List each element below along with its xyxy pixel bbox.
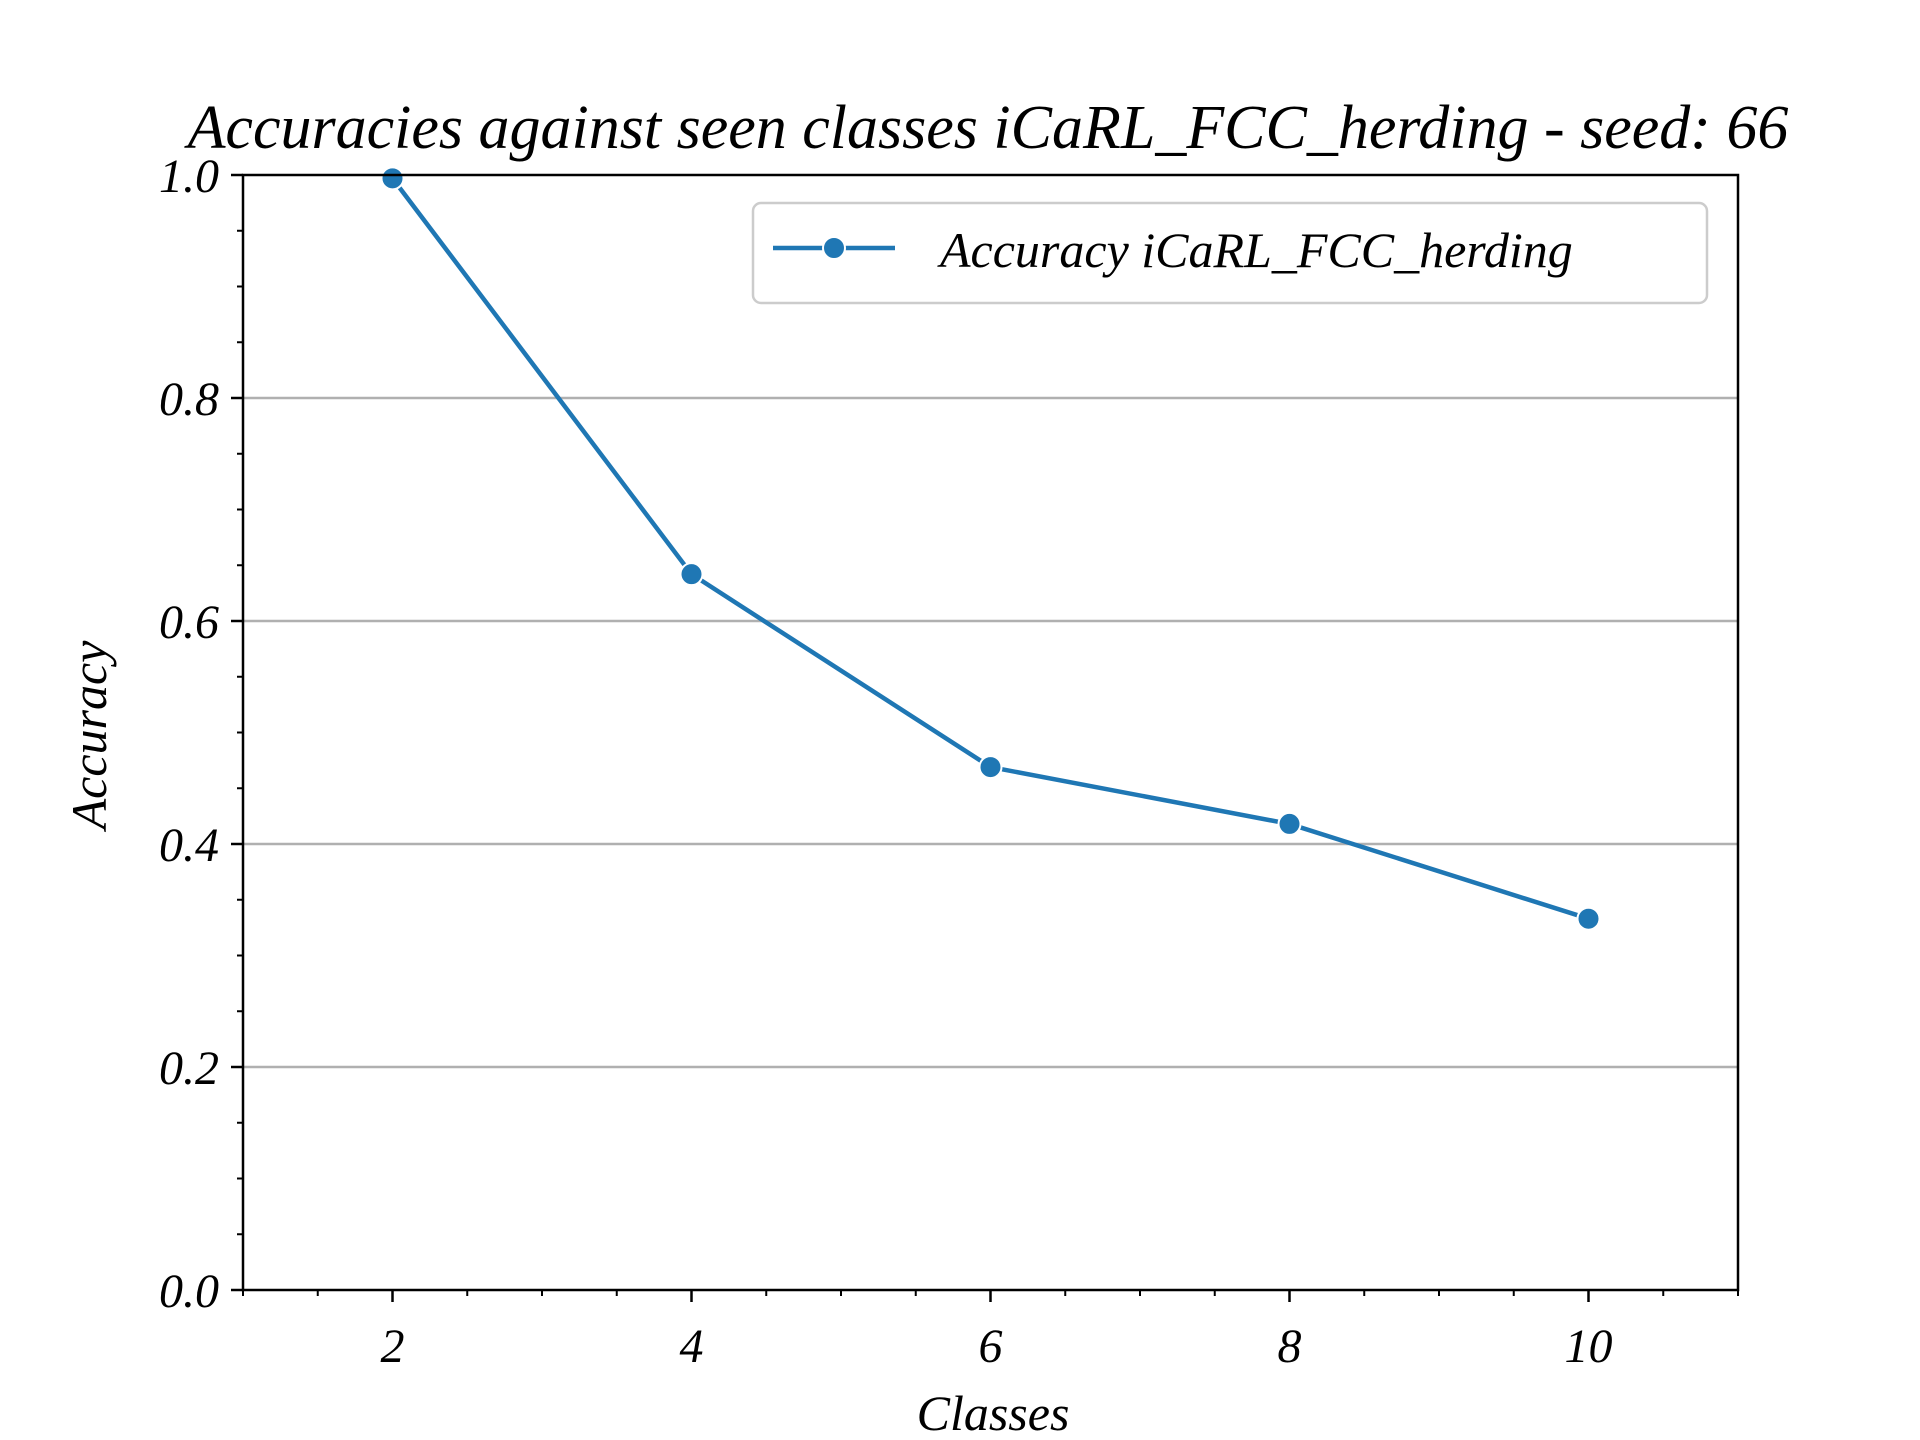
x-tick-label: 4 (680, 1320, 704, 1373)
y-tick-label: 0.0 (159, 1265, 219, 1318)
data-point (380, 166, 405, 191)
tick-labels: 0.0 0.2 0.4 0.6 0.8 1.0 2 4 6 8 10 (159, 150, 1613, 1373)
x-axis-label: Classes (917, 1385, 1070, 1440)
data-point (1277, 811, 1302, 836)
grid-lines (243, 396, 1738, 1069)
tick-marks (231, 173, 1739, 1302)
y-tick-label: 0.6 (159, 596, 219, 649)
data-point (978, 755, 1003, 780)
x-tick-label: 10 (1565, 1320, 1613, 1373)
x-tick-label: 6 (979, 1320, 1003, 1373)
legend: Accuracy iCaRL_FCC_herding (751, 201, 1709, 305)
legend-box (751, 201, 1709, 305)
series-layer (380, 166, 1601, 931)
y-axis-label: Accuracy (61, 640, 117, 833)
y-tick-label: 0.8 (159, 373, 219, 426)
legend-marker-swatch (822, 236, 846, 260)
data-point (679, 562, 704, 587)
y-tick-label: 1.0 (159, 150, 219, 203)
y-tick-label: 0.4 (159, 819, 219, 872)
chart-title: Accuracies against seen classes iCaRL_FC… (184, 94, 1789, 162)
data-point (1576, 906, 1601, 931)
x-tick-label: 2 (381, 1320, 405, 1373)
x-tick-label: 8 (1278, 1320, 1302, 1373)
y-tick-label: 0.2 (159, 1042, 219, 1095)
legend-label: Accuracy iCaRL_FCC_herding (937, 222, 1573, 278)
